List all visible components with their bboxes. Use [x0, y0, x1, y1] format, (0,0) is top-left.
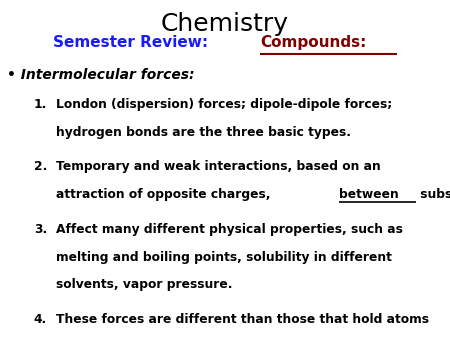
Text: • Intermolecular forces:: • Intermolecular forces:	[7, 68, 194, 81]
Text: Semester Review:: Semester Review:	[53, 35, 213, 50]
Text: London (dispersion) forces; dipole-dipole forces;: London (dispersion) forces; dipole-dipol…	[56, 98, 392, 111]
Text: between: between	[338, 188, 398, 201]
Text: These forces are different than those that hold atoms: These forces are different than those th…	[56, 313, 429, 326]
Text: melting and boiling points, solubility in different: melting and boiling points, solubility i…	[56, 250, 392, 264]
Text: Affect many different physical properties, such as: Affect many different physical propertie…	[56, 223, 403, 236]
Text: Temporary and weak interactions, based on an: Temporary and weak interactions, based o…	[56, 161, 381, 173]
Text: solvents, vapor pressure.: solvents, vapor pressure.	[56, 278, 233, 291]
Text: substances.: substances.	[416, 188, 450, 201]
Text: 3.: 3.	[34, 223, 47, 236]
Text: attraction of opposite charges,: attraction of opposite charges,	[56, 188, 275, 201]
Text: hydrogen bonds are the three basic types.: hydrogen bonds are the three basic types…	[56, 126, 351, 139]
Text: 1.: 1.	[34, 98, 47, 111]
Text: Chemistry: Chemistry	[161, 12, 289, 36]
Text: Compounds:: Compounds:	[260, 35, 366, 50]
Text: 4.: 4.	[34, 313, 47, 326]
Text: 2.: 2.	[34, 161, 47, 173]
